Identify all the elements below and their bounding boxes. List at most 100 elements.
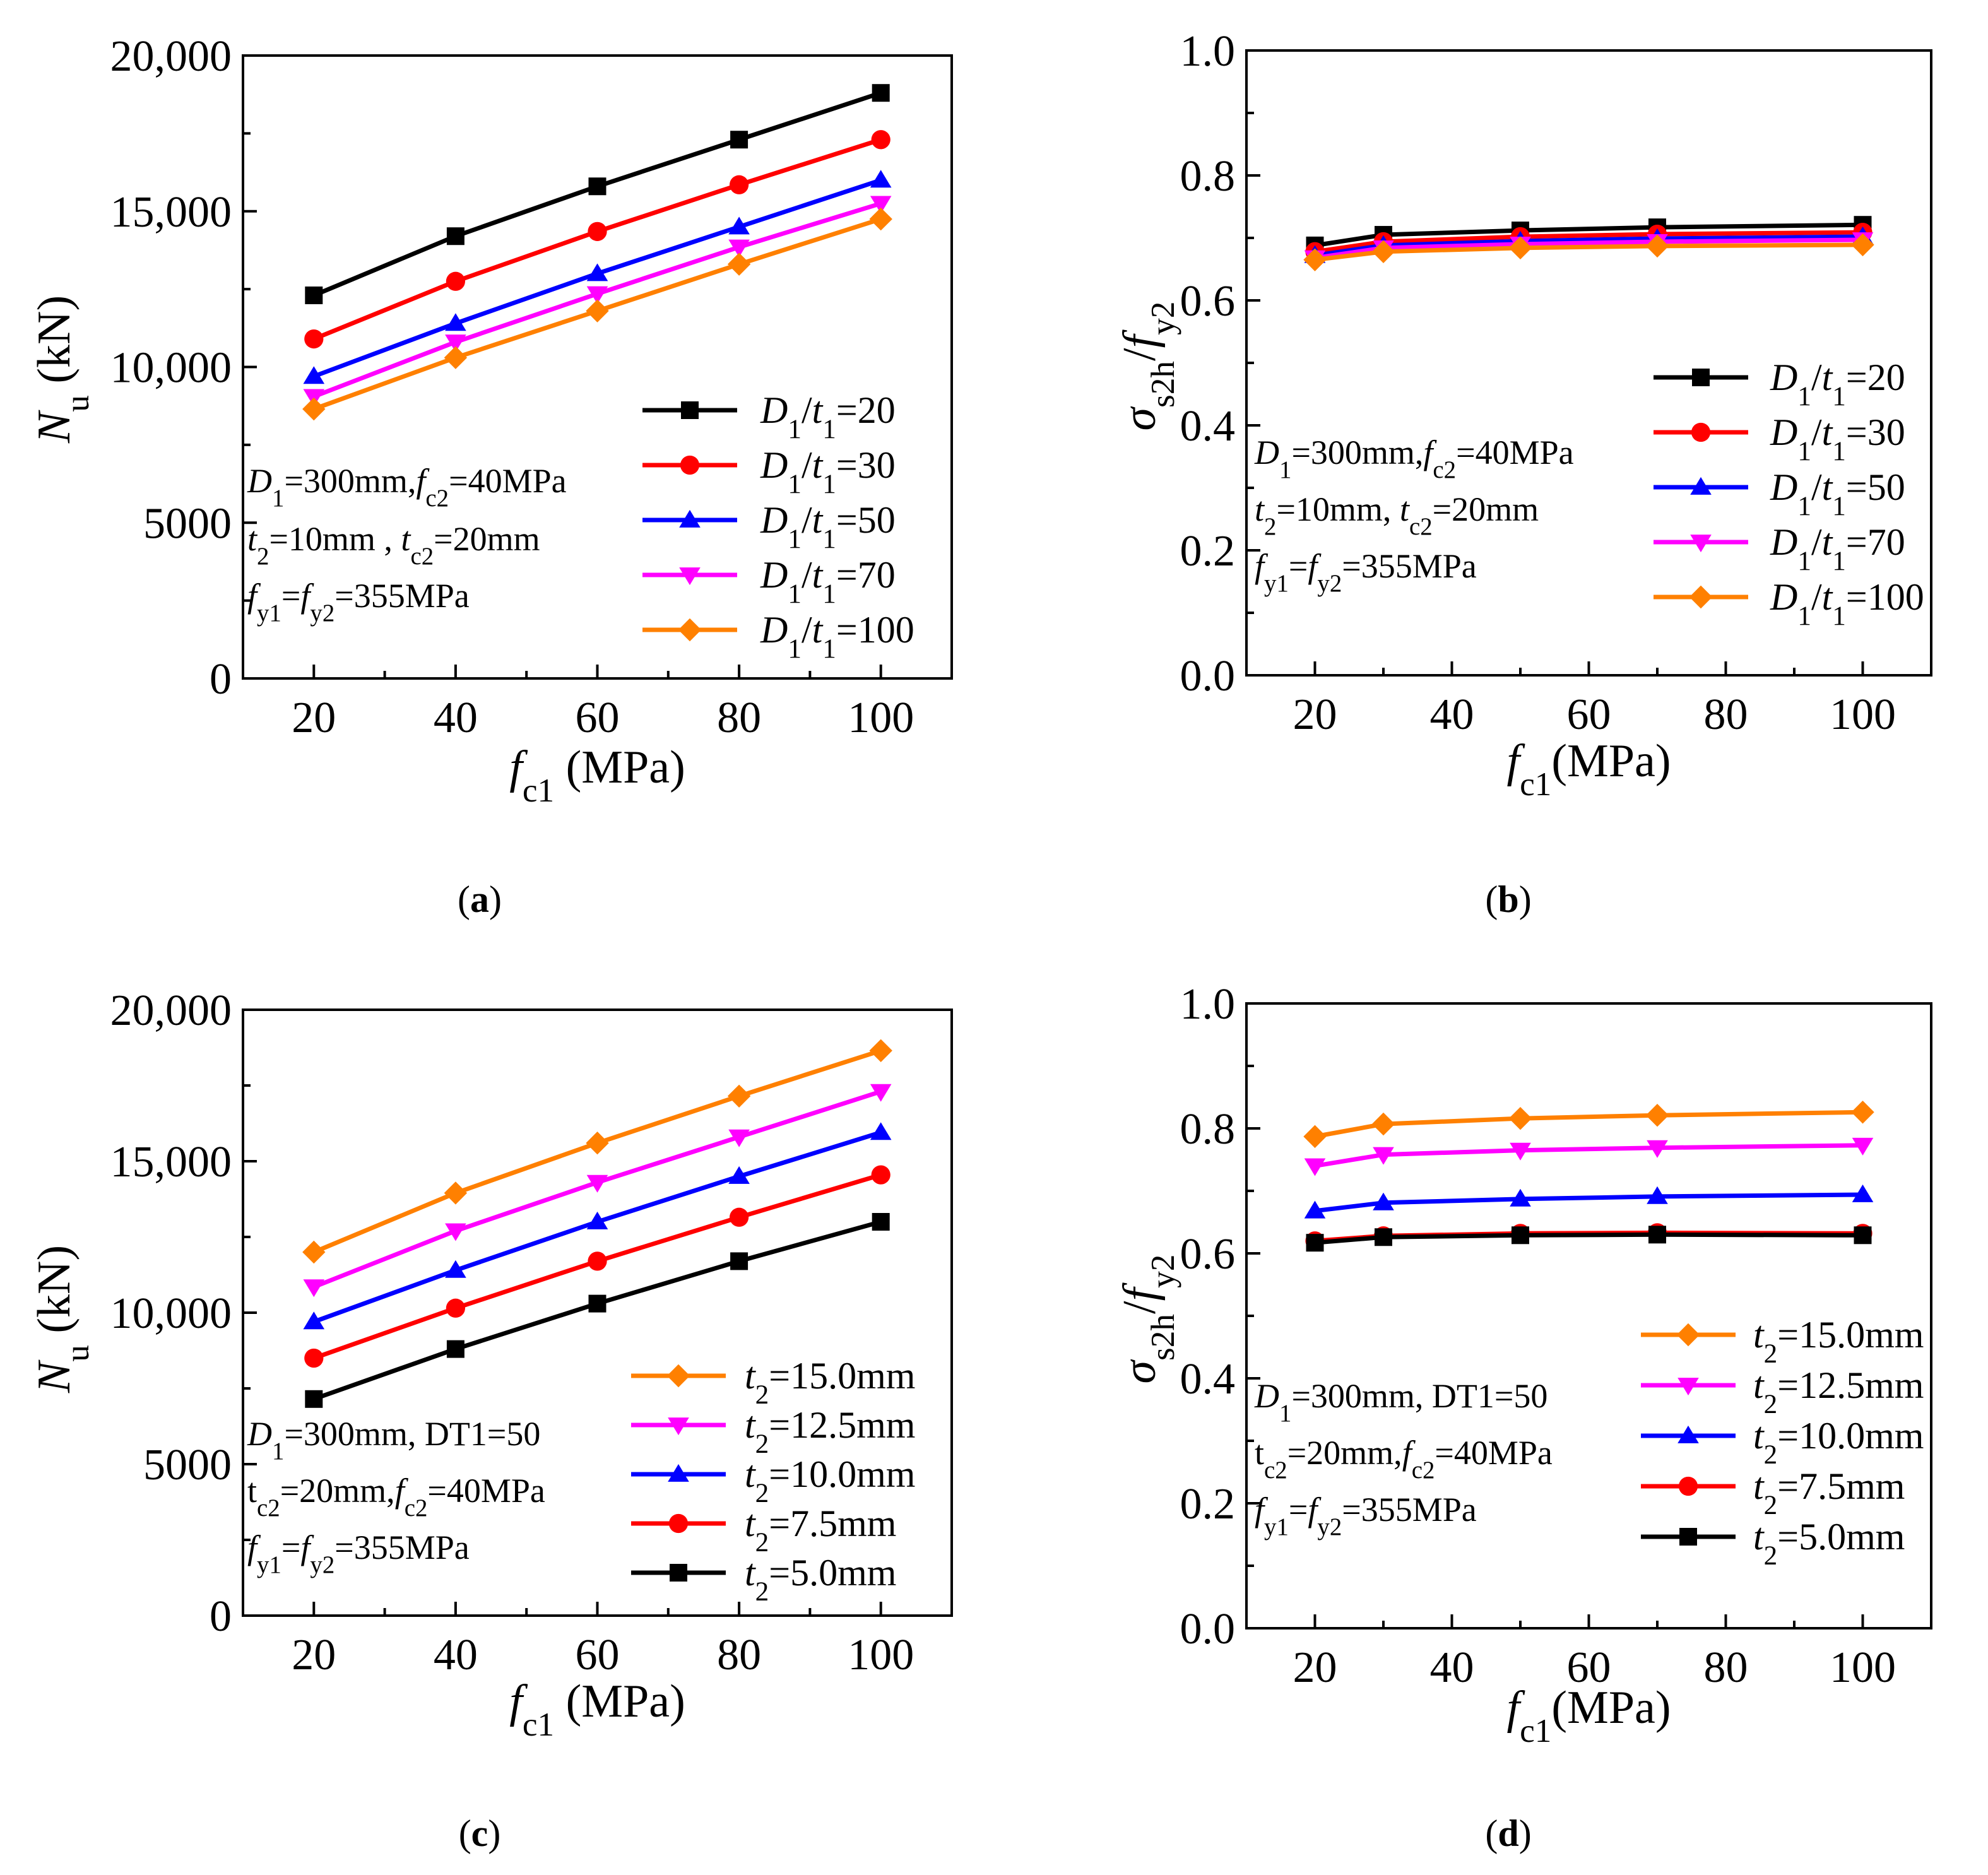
data-point xyxy=(871,130,890,150)
y-tick-label: 0.8 xyxy=(1180,1105,1236,1154)
annotation-line: t2=10mm, tc2=20mm xyxy=(1255,490,1539,540)
data-point xyxy=(1510,1188,1531,1207)
legend-marker xyxy=(1692,369,1710,386)
x-tick-label: 40 xyxy=(434,1631,478,1679)
data-point xyxy=(302,1240,326,1264)
data-point xyxy=(1306,1234,1324,1252)
x-tick-label: 60 xyxy=(576,1631,620,1679)
data-point xyxy=(1645,1104,1669,1127)
data-point xyxy=(304,329,324,349)
y-tick-label: 5000 xyxy=(143,1441,232,1489)
legend-label: D1/t1=20 xyxy=(1770,357,1905,411)
data-point xyxy=(303,1311,325,1330)
legend-label: t2=7.5mm xyxy=(745,1503,896,1558)
data-point xyxy=(1375,1228,1392,1246)
legend-label: t2=10.0mm xyxy=(745,1453,915,1508)
legend-marker xyxy=(1677,1378,1699,1396)
data-point xyxy=(730,131,748,149)
data-point xyxy=(1854,1226,1872,1245)
series-d1-t1-100 xyxy=(1303,233,1874,271)
data-point xyxy=(303,366,325,384)
annotation-line: fy1=fy2=355MPa xyxy=(1255,1491,1477,1541)
x-tick-label: 80 xyxy=(1704,1643,1748,1692)
x-tick-label: 80 xyxy=(1704,690,1748,739)
legend-marker xyxy=(668,1417,689,1436)
legend-marker xyxy=(1677,1425,1699,1443)
x-tick-label: 20 xyxy=(1293,690,1337,739)
annotation-line: tc2=20mm,fc2=40MPa xyxy=(1255,1434,1553,1484)
legend-marker xyxy=(681,401,699,419)
data-point xyxy=(1373,1147,1394,1165)
annotation-line: fy1=fy2=355MPa xyxy=(1255,547,1477,597)
data-point xyxy=(446,227,464,245)
y-tick-label: 0 xyxy=(210,655,232,704)
legend-marker xyxy=(1690,476,1712,495)
legend-marker xyxy=(668,1513,689,1534)
x-axis-title: fc1(MPa) xyxy=(1507,735,1671,803)
legend-marker xyxy=(680,455,700,475)
panel-label: (b) xyxy=(1485,878,1531,920)
chart-panel-4: 20 40 60 80 100 0.0 0.2 0.4 0.6 0.8 1.0 fc1(MPa) σs2… xyxy=(1114,980,1932,1854)
data-point xyxy=(588,1251,607,1271)
data-point xyxy=(728,216,750,235)
legend-marker xyxy=(1676,1323,1700,1347)
y-axis-title: σs2h/fy2 xyxy=(1114,1255,1181,1384)
y-axis-title: σs2h/fy2 xyxy=(1114,302,1181,431)
y-tick-label: 0 xyxy=(210,1592,232,1641)
data-point xyxy=(1647,1140,1668,1158)
data-point xyxy=(1304,1200,1326,1219)
annotation-line: D1=300mm, DT1=50 xyxy=(247,1415,540,1465)
data-point xyxy=(305,1390,323,1408)
series-t2-7-5mm xyxy=(304,1165,890,1368)
y-tick-label: 0.4 xyxy=(1180,402,1236,451)
data-point xyxy=(1512,1226,1529,1245)
legend-label: D1/t1=70 xyxy=(1770,521,1905,576)
data-point xyxy=(869,207,892,231)
chart-panel-2: 20 40 60 80 100 0.0 0.2 0.4 0.6 0.8 1.0 fc1(MPa) σs2… xyxy=(1114,27,1932,920)
legend-label: D1/t1=50 xyxy=(760,499,896,554)
y-tick-label: 0.2 xyxy=(1180,527,1236,576)
data-point xyxy=(1303,1125,1327,1149)
y-axis-title: Nu (kN) xyxy=(28,1245,96,1393)
data-point xyxy=(729,175,749,194)
legend-marker xyxy=(679,509,701,528)
y-tick-label: 1.0 xyxy=(1180,27,1236,76)
data-point xyxy=(446,1298,466,1318)
data-point xyxy=(870,170,892,188)
data-point xyxy=(586,299,609,322)
x-tick-label: 60 xyxy=(576,694,620,742)
data-point xyxy=(446,271,466,291)
y-tick-label: 0.4 xyxy=(1180,1355,1236,1404)
y-tick-label: 0.6 xyxy=(1180,277,1236,326)
legend-label: D1/t1=100 xyxy=(1770,576,1924,631)
legend-label: t2=12.5mm xyxy=(1753,1364,1924,1419)
data-point xyxy=(445,1260,466,1278)
x-tick-label: 100 xyxy=(1830,1643,1896,1692)
annotation-line: fy1=fy2=355MPa xyxy=(247,577,470,627)
y-tick-label: 0.8 xyxy=(1180,152,1236,201)
legend-label: t2=12.5mm xyxy=(745,1404,915,1459)
y-axis-title: Nu (kN) xyxy=(28,295,96,444)
series-line xyxy=(1315,1192,1863,1214)
data-point xyxy=(870,196,892,214)
data-point xyxy=(1647,1186,1668,1204)
data-point xyxy=(872,84,890,102)
series-t2-10-0mm xyxy=(1304,1184,1874,1219)
series-d1-t1-100 xyxy=(302,207,892,421)
chart-panel-1: 20 40 60 80 100 0 5000 10,000 15,000 20,000 fc1 (M… xyxy=(28,32,953,920)
data-point xyxy=(586,263,608,281)
y-tick-label: 20,000 xyxy=(110,32,232,81)
data-point xyxy=(302,397,326,421)
legend-marker xyxy=(1678,1476,1698,1496)
data-point xyxy=(1648,1226,1666,1244)
series-t2-10-0mm xyxy=(303,1122,892,1330)
y-tick-label: 20,000 xyxy=(110,986,232,1035)
y-tick-label: 0.0 xyxy=(1180,1605,1236,1653)
legend-marker xyxy=(666,1364,690,1388)
annotation-line: D1=300mm, DT1=50 xyxy=(1254,1377,1547,1427)
data-point xyxy=(1851,233,1874,257)
data-point xyxy=(871,1165,890,1185)
legend-label: D1/t1=50 xyxy=(1770,466,1905,521)
x-tick-label: 100 xyxy=(848,1631,914,1679)
data-point xyxy=(303,1279,325,1298)
